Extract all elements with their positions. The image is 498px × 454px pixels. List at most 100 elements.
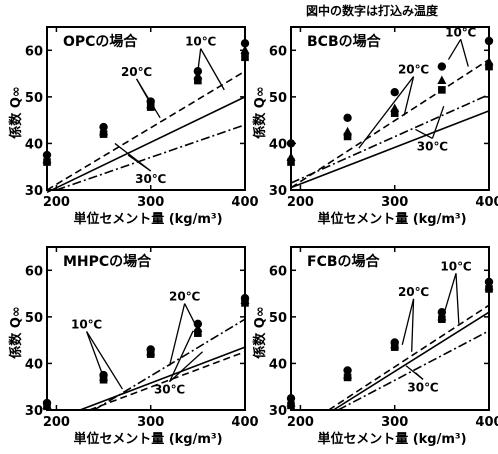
y-tick-label: 30	[269, 184, 287, 199]
annotation-leader	[455, 273, 460, 324]
annotation-leader	[443, 273, 457, 315]
x-tick-label: 400	[475, 195, 498, 210]
temperature-annotation: 30℃	[135, 172, 166, 186]
y-axis-label: 係数 Q∞	[8, 86, 24, 138]
temperature-annotation: 30℃	[407, 380, 438, 394]
data-point-circle	[484, 36, 494, 46]
x-tick-label: 300	[381, 195, 408, 210]
data-point-square	[390, 109, 399, 117]
annotation-leader	[358, 76, 415, 149]
annotation-leader	[415, 128, 433, 139]
data-point-square	[343, 373, 352, 382]
fit-line-10c	[290, 58, 490, 189]
data-point-circle	[286, 139, 296, 148]
y-tick-label: 40	[25, 137, 43, 152]
temperature-annotation: 20℃	[398, 285, 429, 299]
data-point-square	[241, 53, 249, 62]
annotation-leader	[197, 48, 202, 72]
fit-line-30c	[337, 330, 490, 411]
y-tick-label: 40	[269, 137, 287, 152]
y-tick-label: 40	[25, 357, 43, 372]
data-point-circle	[437, 62, 447, 71]
y-tick-label: 30	[269, 404, 287, 419]
temperature-annotation: 30℃	[417, 139, 448, 153]
data-point-circle	[240, 39, 250, 48]
annotation-leader	[403, 76, 415, 116]
data-point-square	[438, 315, 446, 323]
fit-line-20c	[46, 96, 246, 194]
annotation-leader	[200, 48, 225, 91]
y-tick-label: 50	[269, 311, 287, 326]
panel-title: OPCの場合	[63, 33, 138, 50]
annotation-leader	[86, 331, 123, 390]
annotation-leader	[401, 298, 415, 345]
data-point-square	[146, 103, 155, 111]
x-tick-label: 200	[287, 415, 314, 430]
x-axis-label: 単位セメント量 (kg/m³)	[73, 211, 222, 227]
plot-frame	[46, 246, 246, 411]
y-axis-label: 係数 Q∞	[252, 86, 268, 138]
plot-frame	[290, 246, 490, 411]
fit-line-20c	[290, 110, 490, 189]
x-tick-label: 400	[231, 195, 258, 210]
figure-note: 図中の数字は打込み温度	[306, 4, 439, 18]
x-tick-label: 200	[287, 195, 314, 210]
panel-title: BCBの場合	[307, 33, 382, 50]
temperature-annotation: 10℃	[445, 25, 476, 39]
annotation-leader	[447, 38, 462, 60]
annotation-leader	[127, 154, 152, 172]
x-tick-label: 400	[231, 415, 258, 430]
fit-line-30c	[56, 124, 246, 191]
annotation-leader	[136, 78, 161, 119]
y-tick-label: 50	[269, 91, 287, 106]
data-point-square	[194, 329, 202, 337]
data-point-triangle	[240, 45, 250, 54]
data-point-square	[287, 401, 295, 410]
y-axis-label: 係数 Q∞	[8, 306, 24, 358]
x-tick-label: 400	[475, 415, 498, 430]
data-point-square	[146, 350, 155, 358]
y-tick-label: 60	[269, 44, 287, 59]
y-tick-label: 60	[25, 264, 43, 279]
annotation-leader	[169, 351, 204, 383]
y-tick-label: 40	[269, 357, 287, 372]
x-axis-label: 単位セメント量 (kg/m³)	[317, 431, 466, 447]
x-axis-label: 単位セメント量 (kg/m³)	[317, 211, 466, 227]
data-point-circle	[390, 88, 399, 97]
data-point-square	[485, 285, 493, 293]
data-point-square	[343, 132, 352, 141]
fit-line-10c	[89, 351, 246, 411]
temperature-annotation: 20℃	[121, 65, 152, 79]
data-point-square	[43, 158, 51, 166]
data-point-square	[99, 130, 108, 138]
data-point-square	[194, 76, 202, 85]
data-point-square	[287, 158, 295, 166]
fit-line-10c	[328, 304, 490, 411]
plot-frame	[290, 26, 490, 191]
annotation-leader	[460, 39, 469, 67]
annotation-leader	[415, 372, 424, 380]
annotation-leader	[168, 303, 186, 366]
data-point-square	[438, 86, 446, 94]
temperature-annotation: 30℃	[154, 383, 185, 397]
y-tick-label: 30	[25, 404, 43, 419]
x-tick-label: 200	[43, 415, 70, 430]
data-point-square	[485, 62, 493, 71]
temperature-annotation: 10℃	[71, 318, 102, 332]
x-tick-label: 300	[137, 195, 164, 210]
annotation-leader	[85, 331, 105, 378]
temperature-annotation: 10℃	[440, 259, 471, 273]
data-point-square	[43, 402, 51, 411]
y-tick-label: 30	[25, 184, 43, 199]
y-tick-label: 50	[25, 91, 43, 106]
data-point-square	[390, 343, 399, 351]
data-point-triangle	[437, 75, 447, 85]
fit-line-20c	[79, 346, 246, 411]
data-point-circle	[343, 113, 352, 123]
y-tick-label: 50	[25, 311, 43, 326]
